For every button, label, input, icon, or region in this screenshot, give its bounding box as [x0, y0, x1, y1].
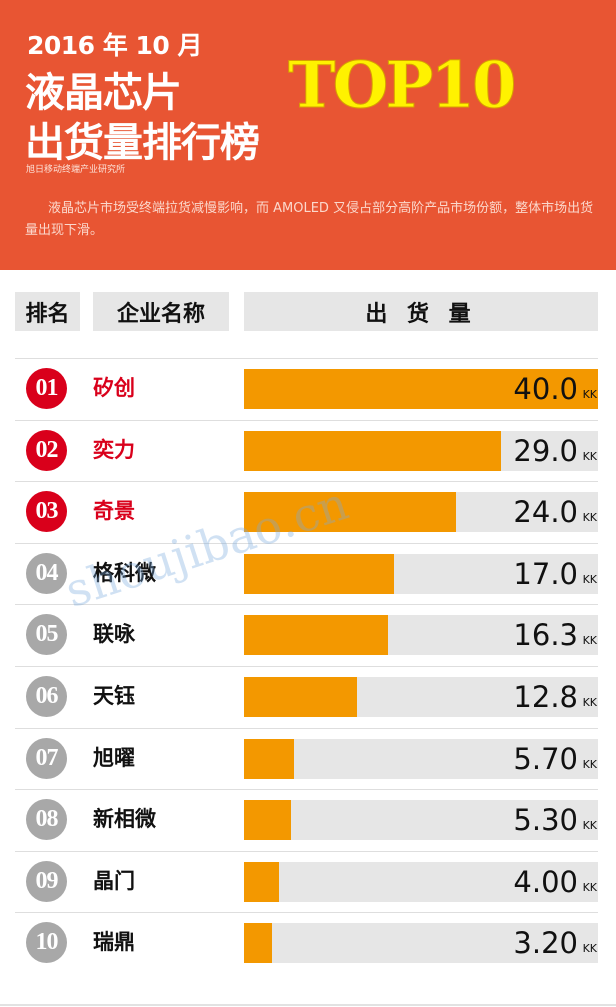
shipment-value: 40.0: [513, 372, 578, 406]
bar: [244, 738, 295, 779]
header-banner: 2016 年 10 月 液晶芯片 出货量排行榜 TOP10 旭日移动终端产业研究…: [0, 0, 616, 270]
bar: [244, 861, 280, 902]
rank-badge: 01: [26, 368, 67, 409]
bar-track: 17.0 KK: [244, 553, 598, 594]
table-row: 10 瑞鼎 3.20 KK: [15, 912, 598, 973]
unit-label: KK: [582, 880, 597, 894]
bar-track: 24.0 KK: [244, 492, 598, 533]
table-row: 02 奕力 29.0 KK: [15, 419, 598, 481]
bar-track: 29.0 KK: [244, 430, 598, 471]
company-name: 联咏: [93, 622, 135, 647]
shipment-value: 24.0: [513, 495, 578, 530]
bar: [244, 677, 358, 717]
rank-badge: 10: [26, 922, 67, 964]
bar-track: 40.0 KK: [244, 369, 598, 409]
company-name: 新相微: [93, 807, 156, 832]
column-header-rank: 排名: [15, 292, 80, 331]
description: 液晶芯片市场受终端拉货减慢影响，而 AMOLED 又侵占部分高阶产品市场份额，整…: [25, 201, 594, 238]
bar: [244, 369, 598, 409]
shipment-value: 17.0: [513, 556, 578, 591]
shipment-value: 4.00: [513, 864, 578, 899]
bar: [244, 923, 273, 964]
unit-label: KK: [582, 696, 597, 709]
company-name: 天钰: [93, 684, 135, 708]
column-header-value: 出 货 量: [244, 292, 598, 331]
company-name: 奇景: [93, 499, 135, 524]
company-name: 瑞鼎: [93, 930, 135, 955]
unit-label: KK: [582, 388, 597, 401]
unit-label: KK: [582, 819, 597, 833]
unit-label: KK: [582, 634, 597, 648]
rank-badge: 06: [26, 676, 67, 717]
table-row: 05 联咏 16.3 KK: [15, 604, 598, 665]
company-name: 晶门: [93, 868, 135, 893]
bar: [244, 553, 395, 594]
bar-track: 4.00 KK: [244, 861, 598, 902]
table-row: 06 天钰 12.8 KK: [15, 666, 598, 727]
rank-badge: 07: [26, 737, 67, 779]
column-header-name: 企业名称: [93, 292, 229, 331]
unit-label: KK: [582, 757, 597, 771]
rank-badge: 02: [26, 429, 67, 471]
company-name: 奕力: [93, 437, 135, 462]
report-date: 2016 年 10 月: [27, 31, 202, 60]
rank-badge: 04: [26, 552, 67, 594]
divider: [0, 1004, 616, 1006]
title-line1: 液晶芯片: [25, 70, 182, 116]
company-name: 矽创: [93, 376, 135, 400]
unit-label: KK: [582, 511, 597, 525]
table-row: 04 格科微 17.0 KK: [15, 542, 598, 604]
shipment-value: 3.20: [513, 926, 578, 961]
rank-badge: 08: [26, 799, 67, 841]
bar: [244, 430, 501, 471]
unit-label: KK: [582, 572, 597, 586]
rank-badge: 03: [26, 491, 67, 533]
table-row: 01 矽创 40.0 KK: [15, 358, 598, 419]
shipment-value: 5.70: [513, 741, 578, 776]
bar-track: 3.20 KK: [244, 923, 598, 964]
unit-label: KK: [582, 449, 597, 463]
shipment-value: 12.8: [513, 680, 578, 714]
bar-track: 5.30 KK: [244, 800, 598, 841]
bar-track: 5.70 KK: [244, 738, 598, 779]
source-label: 旭日移动终端产业研究所: [26, 165, 126, 175]
rank-badge: 05: [26, 614, 67, 656]
rank-badge: 09: [26, 860, 67, 902]
bar-track: 12.8 KK: [244, 677, 598, 717]
table-row: 09 晶门 4.00 KK: [15, 850, 598, 912]
bar-track: 16.3 KK: [244, 615, 598, 656]
unit-label: KK: [582, 942, 597, 956]
company-name: 格科微: [93, 560, 156, 585]
bar: [244, 615, 389, 656]
shipment-value: 5.30: [513, 803, 578, 838]
title-line2: 出货量排行榜: [25, 120, 260, 166]
table-row: 08 新相微 5.30 KK: [15, 789, 598, 850]
company-name: 旭曜: [93, 745, 135, 770]
shipment-value: 29.0: [513, 433, 578, 468]
shipment-value: 16.3: [513, 618, 578, 653]
table-row: 03 奇景 24.0 KK: [15, 481, 598, 542]
bar: [244, 800, 291, 841]
top10-badge: TOP10: [288, 48, 518, 124]
table-row: 07 旭曜 5.70 KK: [15, 727, 598, 789]
bar: [244, 492, 457, 533]
